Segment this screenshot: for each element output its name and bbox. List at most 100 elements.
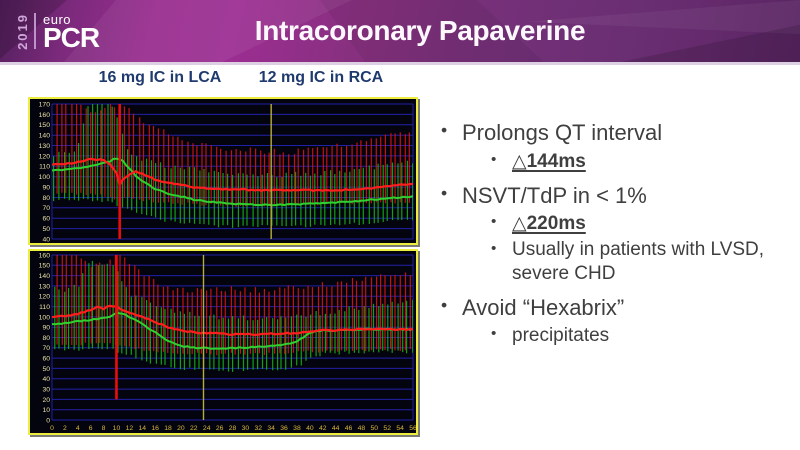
x-tick-label: 50 (371, 425, 379, 432)
x-tick-label: 2 (63, 425, 67, 432)
x-tick-label: 22 (190, 425, 198, 432)
logo-pcr: PCR (43, 21, 100, 53)
bullet-marker: • (441, 295, 448, 316)
bullet-text: Prolongs QT interval (462, 120, 663, 145)
x-tick-label: 44 (332, 425, 340, 432)
y-tick-label: 150 (39, 263, 51, 270)
aortic-mean-pressure (52, 304, 413, 337)
x-tick-label: 54 (396, 425, 404, 432)
sub-bullet-item: • Usually in patients with LVSD, severe C… (438, 238, 796, 284)
bullet-item: • NSVT/TdP in < 1% (438, 182, 796, 210)
y-tick-label: 30 (42, 386, 50, 393)
x-tick-label: 38 (293, 425, 301, 432)
distal-mean-pressure (52, 157, 413, 207)
y-tick-label: 90 (42, 184, 50, 191)
lca-injection-label: 16 mg IC in LCA (98, 69, 222, 86)
y-tick-label: 60 (42, 216, 50, 223)
x-tick-label: 6 (89, 425, 93, 432)
logo-euro: euro (43, 11, 72, 27)
bullet-marker: • (491, 213, 497, 231)
y-tick-label: 80 (42, 195, 50, 202)
sub-bullet-item: • △144ms (438, 150, 796, 173)
y-tick-label: 100 (39, 314, 51, 321)
europcr-logo: 2019 euro PCR (15, 7, 100, 55)
aortic-pressure-spikes (56, 104, 410, 207)
bullet-marker: • (491, 239, 497, 257)
slide-title: Intracoronary Papaverine (254, 15, 586, 46)
y-tick-label: 0 (46, 417, 50, 424)
bullet-list: • Prolongs QT interval • △144ms • NSVT/TdP in… (438, 96, 796, 350)
y-tick-label: 140 (39, 273, 51, 280)
x-tick-label: 24 (203, 425, 211, 432)
x-tick-label: 18 (164, 425, 172, 432)
y-tick-label: 130 (39, 143, 51, 150)
y-tick-label: 40 (42, 236, 50, 243)
y-tick-label: 110 (39, 304, 50, 311)
x-tick-label: 32 (255, 425, 263, 432)
x-tick-label: 52 (383, 425, 391, 432)
y-tick-label: 130 (39, 283, 51, 290)
bullet-item: • Prolongs QT interval (438, 119, 796, 147)
y-tick-label: 110 (39, 164, 50, 171)
header-banner: 2019 euro PCR Intracoronary Papaverine (0, 0, 800, 62)
x-tick-label: 34 (267, 425, 275, 432)
bullet-marker: • (441, 120, 448, 141)
x-tick-label: 20 (177, 425, 185, 432)
y-tick-label: 50 (42, 366, 50, 373)
x-tick-label: 4 (76, 425, 80, 432)
pressure-tracing-lca-plot: 40 50 60 70 80 90 100 110 120 130 140 150 160 170 (39, 101, 414, 243)
distal-pressure-spikes (53, 104, 413, 228)
y-tick-label: 150 (39, 122, 51, 129)
x-tick-label: 8 (102, 425, 106, 432)
bullet-text: precipitates (512, 325, 610, 347)
x-tick-label: 10 (113, 425, 121, 432)
y-tick-label: 140 (39, 133, 51, 140)
y-tick-label: 120 (39, 153, 51, 160)
y-tick-label: 160 (39, 112, 51, 119)
pressure-tracing-rca-plot: 0102030405060708090100110120130140150160… (39, 252, 416, 432)
y-tick-label: 90 (42, 325, 50, 332)
y-tick-label: 160 (39, 252, 51, 259)
y-tick-label: 70 (42, 345, 50, 352)
sub-bullet-item: • precipitates (438, 324, 796, 347)
aortic-pressure-spikes (56, 255, 411, 356)
y-tick-label: 80 (42, 335, 50, 342)
x-tick-label: 48 (358, 425, 366, 432)
x-tick-label: 0 (50, 425, 54, 432)
bullet-marker: • (491, 150, 497, 168)
bullet-marker: • (441, 183, 448, 204)
y-tick-label: 50 (42, 226, 50, 233)
x-tick-label: 26 (216, 425, 224, 432)
y-tick-label: 120 (39, 294, 51, 301)
y-tick-label: 60 (42, 356, 50, 363)
sub-bullet-item: • △220ms (438, 212, 796, 235)
bullet-text: NSVT/TdP in < 1% (462, 182, 647, 208)
x-tick-label: 56 (409, 425, 416, 432)
y-tick-label: 10 (42, 407, 50, 414)
x-tick-label: 14 (138, 425, 146, 432)
x-tick-label: 30 (242, 425, 250, 432)
rca-injection-label: 12 mg IC in RCA (258, 69, 384, 86)
y-tick-label: 40 (42, 376, 50, 383)
pressure-chart-rca: 0 10 20 30 40 50 60 70 80 90 100 110 120 130 140 150 160… (28, 249, 418, 435)
aortic-mean-pressure (52, 157, 413, 192)
y-tick-label: 100 (39, 174, 51, 181)
bullet-text: △220ms (512, 213, 586, 235)
distal-pressure-spikes (54, 261, 413, 372)
logo-wordmark: euro PCR (43, 11, 100, 53)
bullet-item: • Avoid “Hexabrix” (438, 294, 796, 322)
bullet-text: △144ms (512, 150, 586, 172)
x-tick-label: 40 (306, 425, 314, 432)
pressure-chart-lca: 40 50 60 70 80 90 100 110 120 130 140 150 160 170 (28, 97, 418, 245)
header-accent-strip (0, 62, 800, 65)
x-tick-label: 12 (126, 425, 134, 432)
y-tick-label: 20 (42, 397, 50, 404)
y-tick-label: 70 (42, 205, 50, 212)
bullet-marker: • (491, 325, 497, 343)
x-tick-label: 16 (151, 425, 159, 432)
logo-year: 2019 (15, 12, 30, 50)
y-tick-label: 170 (39, 101, 51, 108)
x-tick-label: 28 (229, 425, 237, 432)
logo-divider (34, 13, 36, 49)
